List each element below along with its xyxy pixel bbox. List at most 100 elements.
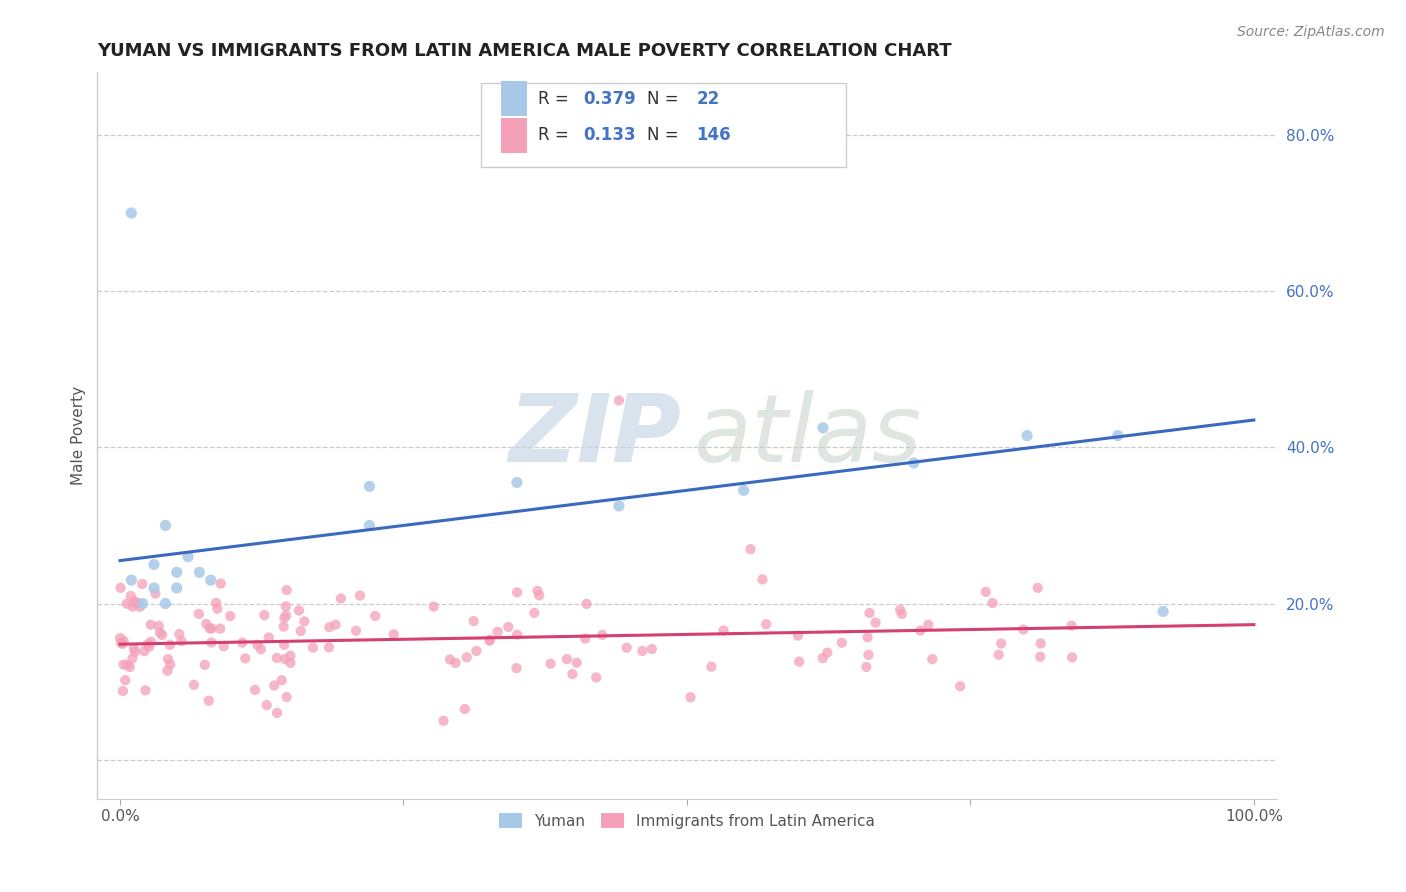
Point	[949, 679, 972, 693]
Point	[1012, 623, 1035, 637]
Point	[591, 628, 613, 642]
Point	[755, 617, 778, 632]
Point	[423, 599, 446, 614]
Text: R =: R =	[538, 89, 575, 108]
FancyBboxPatch shape	[481, 83, 846, 167]
Point	[110, 581, 132, 595]
Point	[156, 664, 179, 678]
Point	[207, 601, 229, 615]
Point	[274, 599, 297, 614]
Point	[148, 619, 170, 633]
Point	[143, 581, 166, 595]
Point	[344, 624, 367, 638]
Point	[987, 648, 1010, 662]
Point	[1029, 636, 1052, 650]
Point	[786, 629, 808, 643]
Point	[364, 609, 387, 624]
Point	[149, 625, 172, 640]
Point	[131, 577, 153, 591]
Point	[787, 655, 810, 669]
Point	[1060, 618, 1083, 632]
Point	[456, 650, 478, 665]
Point	[169, 627, 191, 641]
Text: 0.379: 0.379	[583, 89, 636, 108]
Point	[219, 609, 242, 624]
Point	[122, 641, 145, 656]
Point	[112, 634, 135, 648]
Point	[198, 694, 221, 708]
Point	[266, 651, 288, 665]
Point	[565, 656, 588, 670]
Point	[124, 645, 146, 659]
Point	[111, 637, 134, 651]
Point	[120, 206, 142, 220]
Point	[498, 620, 520, 634]
Point	[463, 614, 485, 628]
Point	[134, 683, 156, 698]
Point	[325, 617, 347, 632]
Point	[1029, 649, 1052, 664]
Point	[815, 646, 838, 660]
Point	[200, 635, 222, 649]
Point	[432, 714, 454, 728]
Point	[1026, 581, 1049, 595]
Point	[607, 393, 630, 408]
Point	[1017, 428, 1039, 442]
Point	[273, 638, 295, 652]
Point	[856, 631, 879, 645]
Point	[280, 648, 302, 663]
Point	[201, 622, 224, 636]
Point	[890, 607, 912, 621]
Point	[188, 566, 211, 580]
FancyBboxPatch shape	[501, 81, 527, 116]
Point	[177, 549, 200, 564]
Text: 22: 22	[696, 89, 720, 108]
Point	[523, 606, 546, 620]
Point	[478, 633, 501, 648]
Point	[155, 518, 177, 533]
Point	[243, 682, 266, 697]
Point	[111, 684, 134, 698]
Text: R =: R =	[538, 126, 575, 145]
Point	[292, 615, 315, 629]
Point	[700, 659, 723, 673]
Point	[302, 640, 325, 655]
Point	[273, 619, 295, 633]
Point	[257, 631, 280, 645]
Point	[246, 638, 269, 652]
Point	[631, 644, 654, 658]
Point	[155, 597, 177, 611]
Point	[329, 591, 352, 606]
Point	[858, 606, 880, 620]
Point	[276, 582, 298, 597]
Point	[454, 702, 477, 716]
Point	[575, 597, 598, 611]
Point	[917, 617, 939, 632]
Point	[198, 622, 221, 636]
Point	[209, 622, 232, 636]
Point	[1062, 650, 1084, 665]
Point	[506, 475, 529, 490]
Point	[200, 573, 222, 587]
Point	[280, 656, 302, 670]
Point	[121, 599, 143, 614]
Point	[889, 603, 911, 617]
Legend: Yuman, Immigrants from Latin America: Yuman, Immigrants from Latin America	[494, 807, 880, 835]
Point	[274, 608, 297, 623]
Point	[120, 589, 142, 603]
Point	[273, 611, 295, 625]
Point	[127, 596, 149, 610]
Point	[136, 637, 159, 651]
Point	[108, 631, 131, 645]
Text: 0.133: 0.133	[583, 126, 636, 145]
Point	[740, 542, 762, 557]
Point	[250, 642, 273, 657]
Point	[855, 660, 877, 674]
Point	[349, 589, 371, 603]
Point	[274, 652, 297, 666]
Point	[128, 599, 150, 614]
Point	[231, 635, 253, 649]
Point	[318, 620, 340, 634]
Point	[751, 573, 773, 587]
Point	[121, 651, 143, 665]
